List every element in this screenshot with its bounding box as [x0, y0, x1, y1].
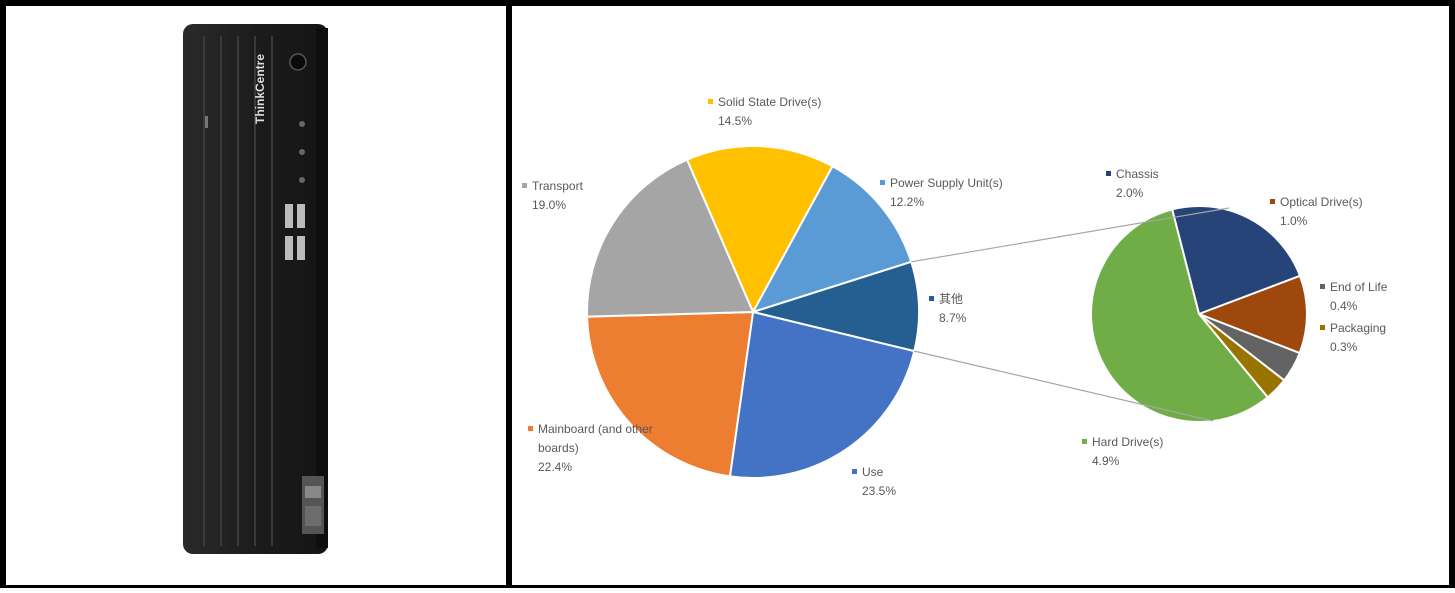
label-end-of-life-value: 0.4% [1330, 299, 1358, 313]
label-solid-state-drives: Solid State Drive(s) 14.5% [708, 95, 821, 128]
label-hard-drives-value: 4.9% [1092, 454, 1120, 468]
desktop-tower-image: ThinkCentre [183, 24, 328, 554]
label-other-text: 其他 [939, 292, 963, 306]
label-other-marker [929, 296, 934, 301]
brand-logo: ThinkCentre [253, 54, 267, 124]
label-packaging-value: 0.3% [1330, 340, 1358, 354]
label-chassis-value: 2.0% [1116, 186, 1144, 200]
chart-cell: Solid State Drive(s) 14.5% Power Supply Un… [512, 6, 1450, 588]
label-mainboard-text: Mainboard (and other [538, 422, 653, 436]
label-hard-drives-marker [1082, 439, 1087, 444]
label-other: 其他 8.7% [929, 292, 967, 325]
label-power-supply-units-text: Power Supply Unit(s) [890, 176, 1003, 190]
label-end-of-life: End of Life 0.4% [1320, 280, 1388, 313]
label-chassis: Chassis 2.0% [1106, 167, 1159, 200]
label-optical-drives: Optical Drive(s) 1.0% [1270, 195, 1363, 228]
audio-jack-icon [299, 121, 305, 127]
main-pie-slice-use [728, 310, 916, 479]
label-end-of-life-marker [1320, 284, 1325, 289]
connector-line-top [911, 207, 1230, 263]
label-mainboard-value: 22.4% [538, 460, 572, 474]
label-other-value: 8.7% [939, 311, 967, 325]
label-transport-text: Transport [532, 179, 584, 193]
label-use: Use 23.5% [852, 465, 896, 498]
label-use-text: Use [862, 465, 884, 479]
secondary-pie-slice-optical-drive-s [1196, 274, 1308, 355]
label-use-value: 23.5% [862, 484, 896, 498]
label-transport: Transport 19.0% [522, 179, 584, 212]
main-pie-slice-solid-state-drive-s [685, 145, 834, 315]
label-power-supply-units-value: 12.2% [890, 195, 924, 209]
label-chassis-text: Chassis [1116, 167, 1159, 181]
label-power-supply-units: Power Supply Unit(s) 12.2% [880, 176, 1003, 209]
label-mainboard: Mainboard (and other boards) 22.4% [528, 422, 653, 474]
label-mainboard-marker [528, 426, 533, 431]
connector-line-bottom [914, 350, 1214, 422]
main-pie-slice-other [749, 260, 920, 353]
usb-ports-icon [285, 204, 305, 260]
label-transport-marker [522, 183, 527, 188]
label-hard-drives-text: Hard Drive(s) [1092, 435, 1163, 449]
label-solid-state-drives-value: 14.5% [718, 114, 752, 128]
label-transport-value: 19.0% [532, 198, 566, 212]
label-optical-drives-marker [1270, 199, 1275, 204]
main-pie-slice-mainboard-and-other-boards [586, 310, 755, 478]
label-packaging: Packaging 0.3% [1320, 321, 1386, 354]
label-optical-drives-value: 1.0% [1280, 214, 1308, 228]
label-chassis-marker [1106, 171, 1111, 176]
pie-of-pie-chart: Solid State Drive(s) 14.5% Power Supply Un… [522, 95, 1388, 498]
label-power-supply-units-marker [880, 180, 885, 185]
label-mainboard-text: boards) [538, 441, 579, 455]
label-hard-drives: Hard Drive(s) 4.9% [1082, 435, 1163, 468]
secondary-pie-slice-hard-drive-s [1090, 208, 1270, 423]
main-pie-slice-transport [586, 158, 755, 318]
label-use-marker [852, 469, 857, 474]
label-packaging-marker [1320, 325, 1325, 330]
product-photo-cell: ThinkCentre [6, 6, 506, 588]
power-button-icon [289, 53, 307, 71]
label-solid-state-drives-text: Solid State Drive(s) [718, 95, 821, 109]
label-packaging-text: Packaging [1330, 321, 1386, 335]
label-end-of-life-text: End of Life [1330, 280, 1388, 294]
main-pie-slice-power-supply-unit-s [750, 164, 913, 314]
label-solid-state-drives-marker [708, 99, 713, 104]
label-optical-drives-text: Optical Drive(s) [1280, 195, 1363, 209]
